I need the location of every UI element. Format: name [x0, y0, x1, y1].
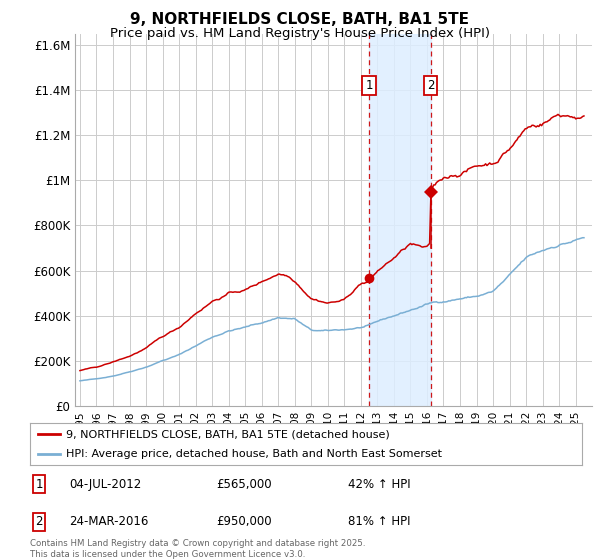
Text: 9, NORTHFIELDS CLOSE, BATH, BA1 5TE: 9, NORTHFIELDS CLOSE, BATH, BA1 5TE [131, 12, 470, 27]
Text: 9, NORTHFIELDS CLOSE, BATH, BA1 5TE (detached house): 9, NORTHFIELDS CLOSE, BATH, BA1 5TE (det… [66, 429, 389, 439]
Text: Price paid vs. HM Land Registry's House Price Index (HPI): Price paid vs. HM Land Registry's House … [110, 27, 490, 40]
Text: 1: 1 [35, 478, 43, 491]
Bar [369, 34, 431, 406]
Text: HPI: Average price, detached house, Bath and North East Somerset: HPI: Average price, detached house, Bath… [66, 449, 442, 459]
Text: £565,000: £565,000 [216, 478, 272, 491]
Text: Contains HM Land Registry data © Crown copyright and database right 2025.
This d: Contains HM Land Registry data © Crown c… [30, 539, 365, 559]
Text: 42% ↑ HPI: 42% ↑ HPI [348, 478, 410, 491]
Text: 04-JUL-2012: 04-JUL-2012 [69, 478, 141, 491]
Text: 2: 2 [427, 79, 434, 92]
Text: 81% ↑ HPI: 81% ↑ HPI [348, 515, 410, 529]
Text: 24-MAR-2016: 24-MAR-2016 [69, 515, 148, 529]
Text: 1: 1 [365, 79, 373, 92]
Text: £950,000: £950,000 [216, 515, 272, 529]
Text: 2: 2 [35, 515, 43, 529]
